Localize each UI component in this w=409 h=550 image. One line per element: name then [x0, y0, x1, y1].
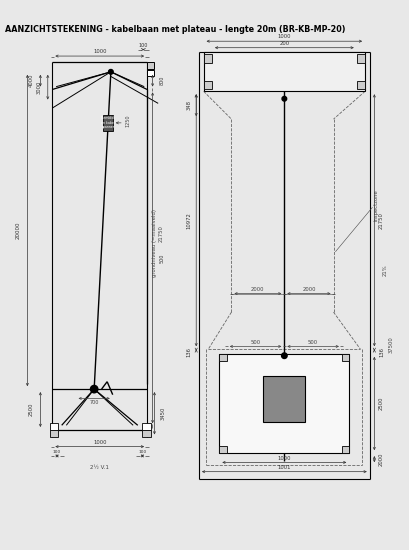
Bar [356, 81, 364, 90]
Bar [49, 430, 58, 437]
Bar [219, 354, 348, 453]
Text: 2500: 2500 [29, 403, 34, 416]
Text: 700: 700 [89, 400, 99, 405]
Bar [142, 430, 151, 437]
Text: 2000: 2000 [251, 287, 264, 292]
Text: 500: 500 [160, 253, 165, 262]
Text: 21750: 21750 [378, 212, 383, 229]
Circle shape [90, 386, 98, 393]
Text: 4000: 4000 [29, 74, 34, 87]
Text: 200: 200 [279, 41, 289, 46]
Bar [103, 114, 112, 131]
Text: 1250: 1250 [126, 115, 130, 127]
Bar [203, 54, 211, 63]
Text: 2500: 2500 [378, 397, 383, 410]
Text: 348: 348 [186, 100, 191, 110]
Text: 21%: 21% [382, 265, 387, 276]
Text: 500: 500 [307, 339, 317, 345]
Text: 136: 136 [186, 346, 191, 356]
Bar [203, 81, 211, 90]
Circle shape [281, 353, 286, 359]
Text: 2000: 2000 [378, 453, 383, 466]
Bar [147, 70, 154, 76]
Text: grondniveau (=maaiveld): grondniveau (=maaiveld) [151, 208, 156, 277]
Text: 1000: 1000 [93, 440, 106, 445]
Text: 3450: 3450 [161, 406, 166, 420]
Text: 37500: 37500 [387, 336, 392, 353]
Text: 1000: 1000 [277, 34, 290, 40]
Bar [219, 354, 226, 361]
Text: 10972: 10972 [186, 212, 191, 229]
Circle shape [108, 69, 113, 74]
Text: 20000: 20000 [16, 222, 21, 239]
Bar [356, 54, 364, 63]
Text: 100: 100 [138, 43, 148, 48]
Text: Bremblok
en kabel
spanner: Bremblok en kabel spanner [100, 116, 115, 129]
Bar [142, 424, 151, 430]
Bar [49, 424, 58, 430]
Text: 21750: 21750 [159, 225, 164, 241]
Text: 1000: 1000 [93, 49, 106, 54]
Text: AANZICHTSTEKENING - kabelbaan met plateau - lengte 20m (BR-KB-MP-20): AANZICHTSTEKENING - kabelbaan met platea… [5, 25, 345, 34]
Text: 136: 136 [378, 346, 383, 356]
Text: 3000: 3000 [36, 80, 41, 94]
Text: 1000: 1000 [277, 455, 290, 460]
Text: 100: 100 [53, 450, 61, 454]
Text: 2000: 2000 [301, 287, 315, 292]
Bar [263, 376, 304, 422]
Text: 800: 800 [160, 76, 165, 85]
Text: 500: 500 [250, 339, 260, 345]
Bar [203, 52, 364, 91]
Text: inspectzone: inspectzone [373, 190, 378, 221]
Bar [341, 446, 348, 453]
Bar [147, 62, 154, 69]
Circle shape [281, 96, 286, 101]
Bar [341, 354, 348, 361]
Text: 100: 100 [138, 450, 146, 454]
Text: 2½ V.1: 2½ V.1 [90, 465, 109, 470]
Text: 1001: 1001 [277, 465, 290, 470]
Bar [219, 446, 226, 453]
